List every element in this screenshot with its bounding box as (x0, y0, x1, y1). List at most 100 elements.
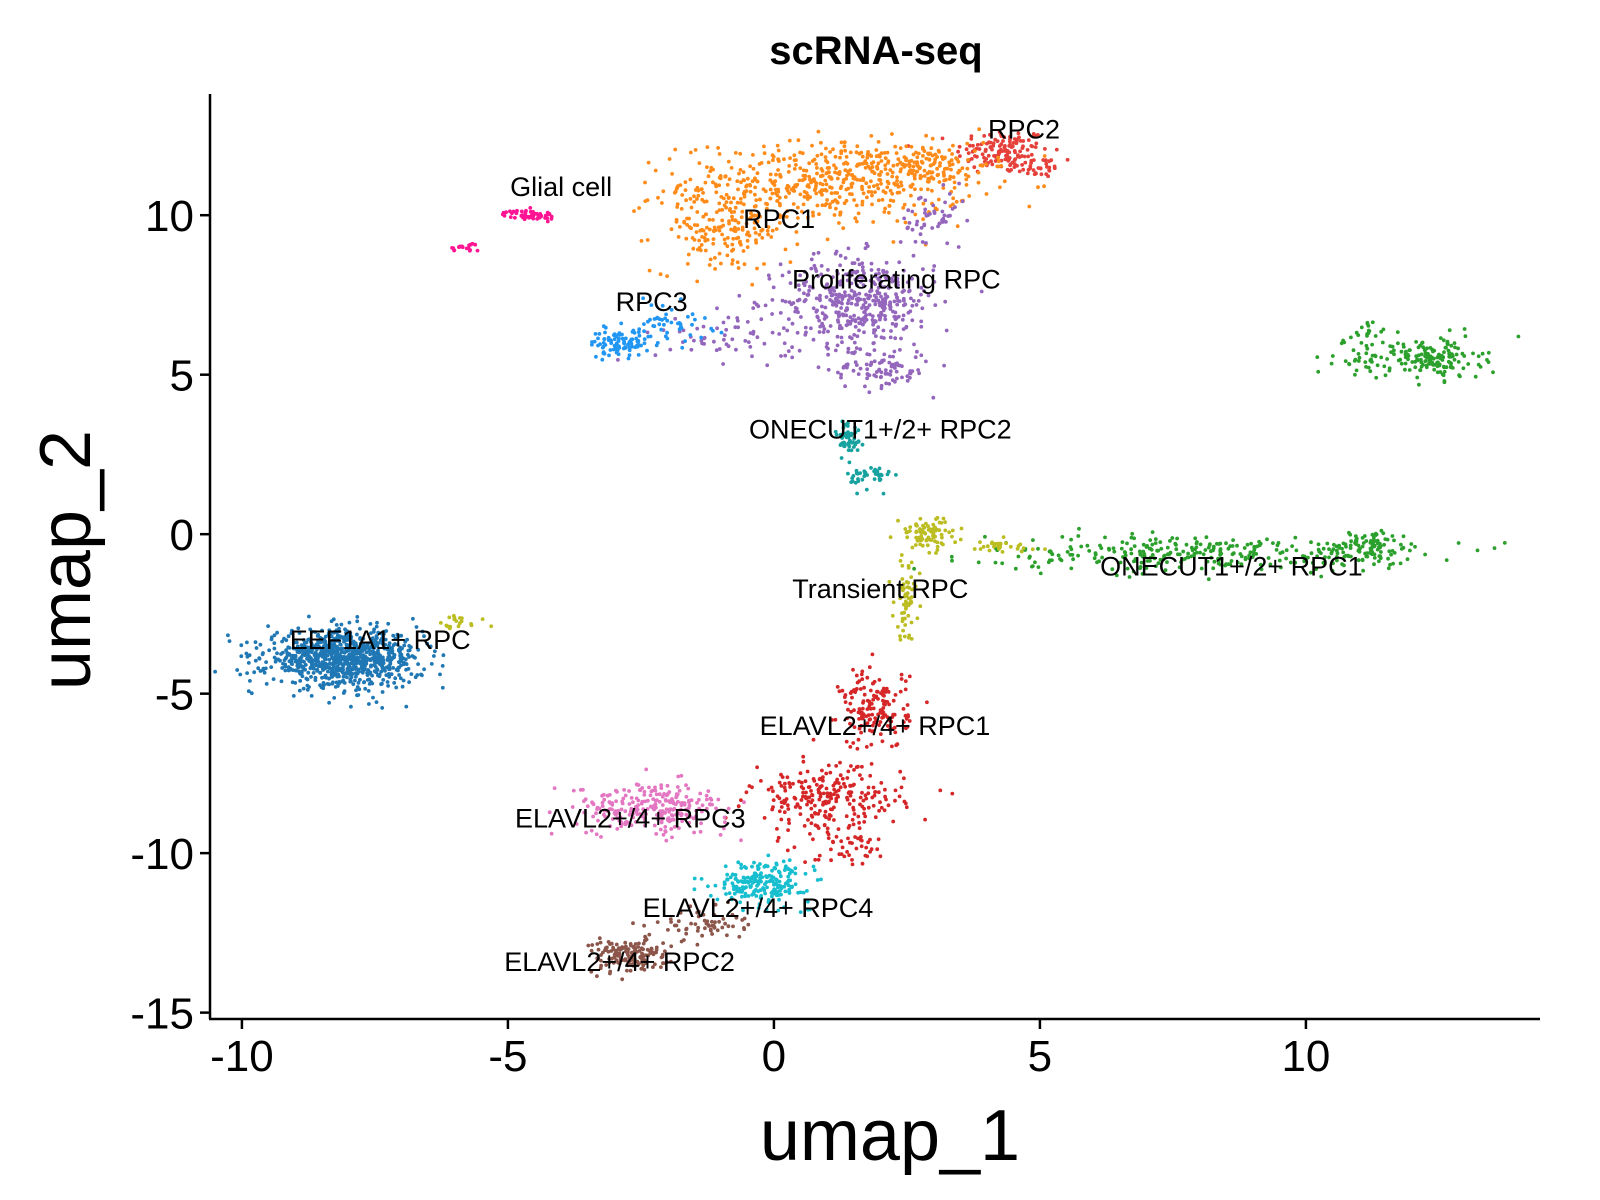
data-point (1349, 554, 1353, 559)
data-point (919, 353, 924, 358)
data-point (830, 718, 834, 722)
data-point (924, 133, 928, 138)
data-point (754, 238, 758, 243)
data-point (1044, 172, 1049, 177)
data-point (795, 298, 800, 303)
data-point (1388, 344, 1393, 348)
data-point (1021, 139, 1026, 143)
data-point (713, 256, 717, 260)
data-point (810, 815, 815, 819)
data-point (617, 344, 621, 349)
data-point (1449, 354, 1453, 359)
data-point (1284, 556, 1288, 561)
data-point (871, 706, 876, 711)
data-point (745, 320, 750, 324)
cluster-points-9 (213, 614, 446, 710)
y-tick-label: -15 (130, 990, 194, 1039)
data-point (1361, 568, 1365, 573)
data-point (1408, 548, 1412, 553)
data-point (674, 217, 679, 222)
data-point (861, 701, 865, 705)
data-point (636, 330, 641, 334)
data-point (409, 645, 413, 649)
data-point (878, 854, 883, 859)
data-point (850, 817, 855, 822)
data-point (715, 306, 719, 311)
data-point (816, 274, 820, 278)
data-point (1198, 550, 1202, 555)
data-point (266, 624, 270, 628)
data-point (816, 129, 821, 134)
data-point (663, 810, 668, 815)
data-point (722, 203, 727, 208)
data-point (811, 251, 816, 256)
data-point (879, 170, 884, 174)
data-point (744, 189, 749, 194)
data-point (944, 328, 949, 333)
data-point (659, 327, 664, 332)
data-point (896, 283, 900, 287)
data-point (866, 805, 871, 810)
data-point (886, 803, 891, 808)
data-point (1028, 166, 1033, 171)
data-point (837, 172, 842, 177)
x-tick-label: -10 (210, 1032, 274, 1081)
data-point (909, 637, 914, 641)
data-point (922, 174, 927, 178)
data-point (305, 683, 310, 688)
data-point (919, 285, 924, 290)
data-point (1319, 574, 1324, 579)
data-point (935, 548, 940, 552)
data-point (1065, 550, 1070, 554)
data-point (686, 314, 690, 319)
data-point (850, 173, 854, 178)
data-point (361, 636, 366, 641)
data-point (838, 186, 843, 191)
data-point (816, 857, 821, 862)
data-point (1179, 560, 1183, 564)
data-point (1005, 153, 1010, 158)
data-point (926, 151, 930, 156)
data-point (905, 378, 910, 383)
data-point (642, 341, 647, 346)
data-point (826, 836, 831, 840)
data-point (881, 189, 886, 194)
data-point (821, 778, 825, 783)
data-point (1021, 167, 1026, 172)
data-point (896, 314, 901, 319)
data-point (867, 185, 872, 189)
data-point (607, 793, 612, 797)
data-point (1294, 548, 1299, 553)
data-point (784, 215, 789, 219)
data-point (833, 300, 837, 305)
data-point (402, 643, 407, 648)
data-point (817, 777, 822, 782)
data-point (711, 237, 716, 242)
data-point (720, 925, 725, 930)
data-point (1133, 558, 1137, 563)
data-point (913, 543, 918, 547)
data-point (956, 245, 961, 249)
data-point (405, 637, 409, 642)
data-point (392, 681, 397, 685)
cluster-points-1 (632, 127, 1047, 287)
data-point (804, 330, 808, 335)
data-point (623, 809, 628, 814)
data-point (699, 243, 704, 247)
data-point (1087, 549, 1092, 553)
data-point (637, 941, 641, 946)
data-point (480, 617, 485, 621)
data-point (775, 143, 780, 148)
data-point (623, 940, 628, 945)
data-point (1010, 144, 1015, 149)
data-point (614, 942, 619, 947)
data-point (354, 656, 359, 660)
data-point (297, 650, 302, 655)
data-point (895, 179, 899, 183)
data-point (830, 292, 835, 297)
data-point (842, 444, 847, 448)
data-point (1025, 148, 1030, 152)
data-point (846, 791, 851, 795)
data-point (790, 355, 795, 360)
data-point (1466, 362, 1471, 366)
